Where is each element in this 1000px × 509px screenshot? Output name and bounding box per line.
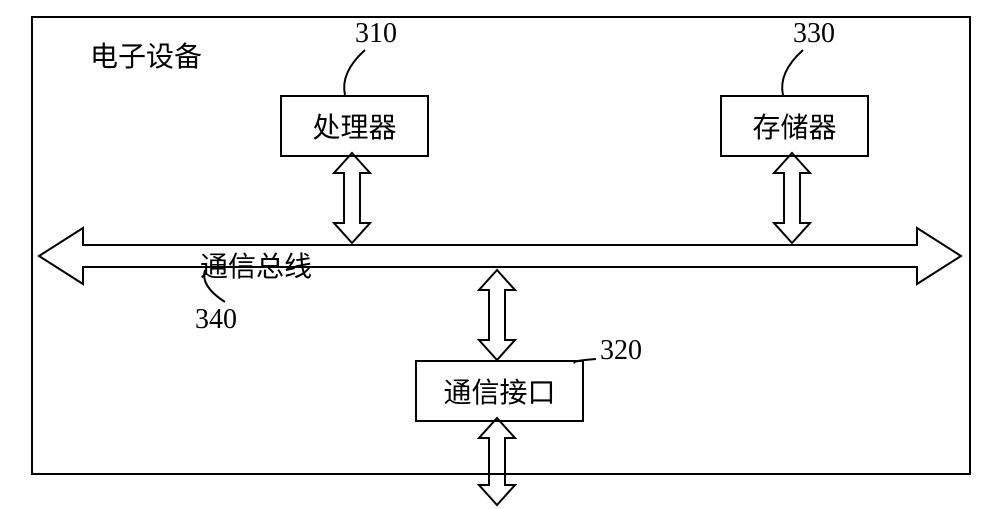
callout-310 (344, 50, 365, 95)
arrow-memory-bus (774, 153, 810, 243)
arrow-commif-external (479, 418, 515, 505)
arrow-bus-commif (479, 270, 515, 360)
bus-double-arrow (39, 228, 961, 284)
callout-330 (782, 50, 803, 95)
arrow-processor-bus (334, 153, 370, 243)
callout-320 (574, 359, 596, 363)
diagram-svg (0, 0, 1000, 509)
callout-340 (204, 270, 225, 302)
